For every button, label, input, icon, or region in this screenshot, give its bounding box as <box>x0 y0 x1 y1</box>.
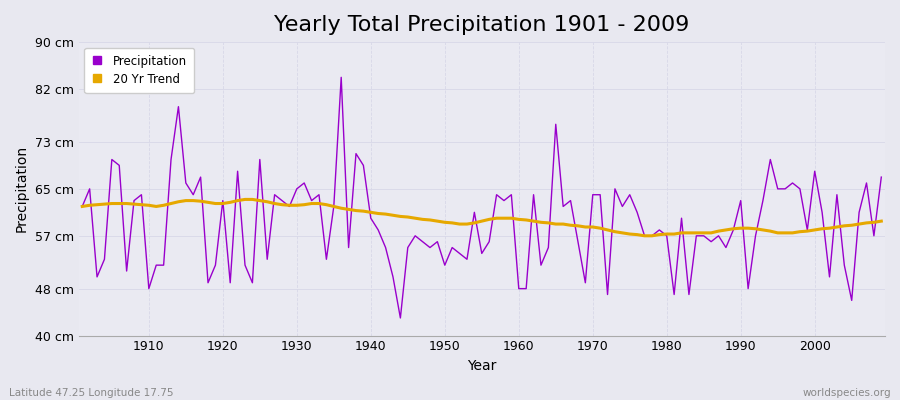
Y-axis label: Precipitation: Precipitation <box>15 145 29 232</box>
Legend: Precipitation, 20 Yr Trend: Precipitation, 20 Yr Trend <box>85 48 194 93</box>
Text: Latitude 47.25 Longitude 17.75: Latitude 47.25 Longitude 17.75 <box>9 388 174 398</box>
X-axis label: Year: Year <box>467 359 497 373</box>
Text: worldspecies.org: worldspecies.org <box>803 388 891 398</box>
Title: Yearly Total Precipitation 1901 - 2009: Yearly Total Precipitation 1901 - 2009 <box>274 15 689 35</box>
